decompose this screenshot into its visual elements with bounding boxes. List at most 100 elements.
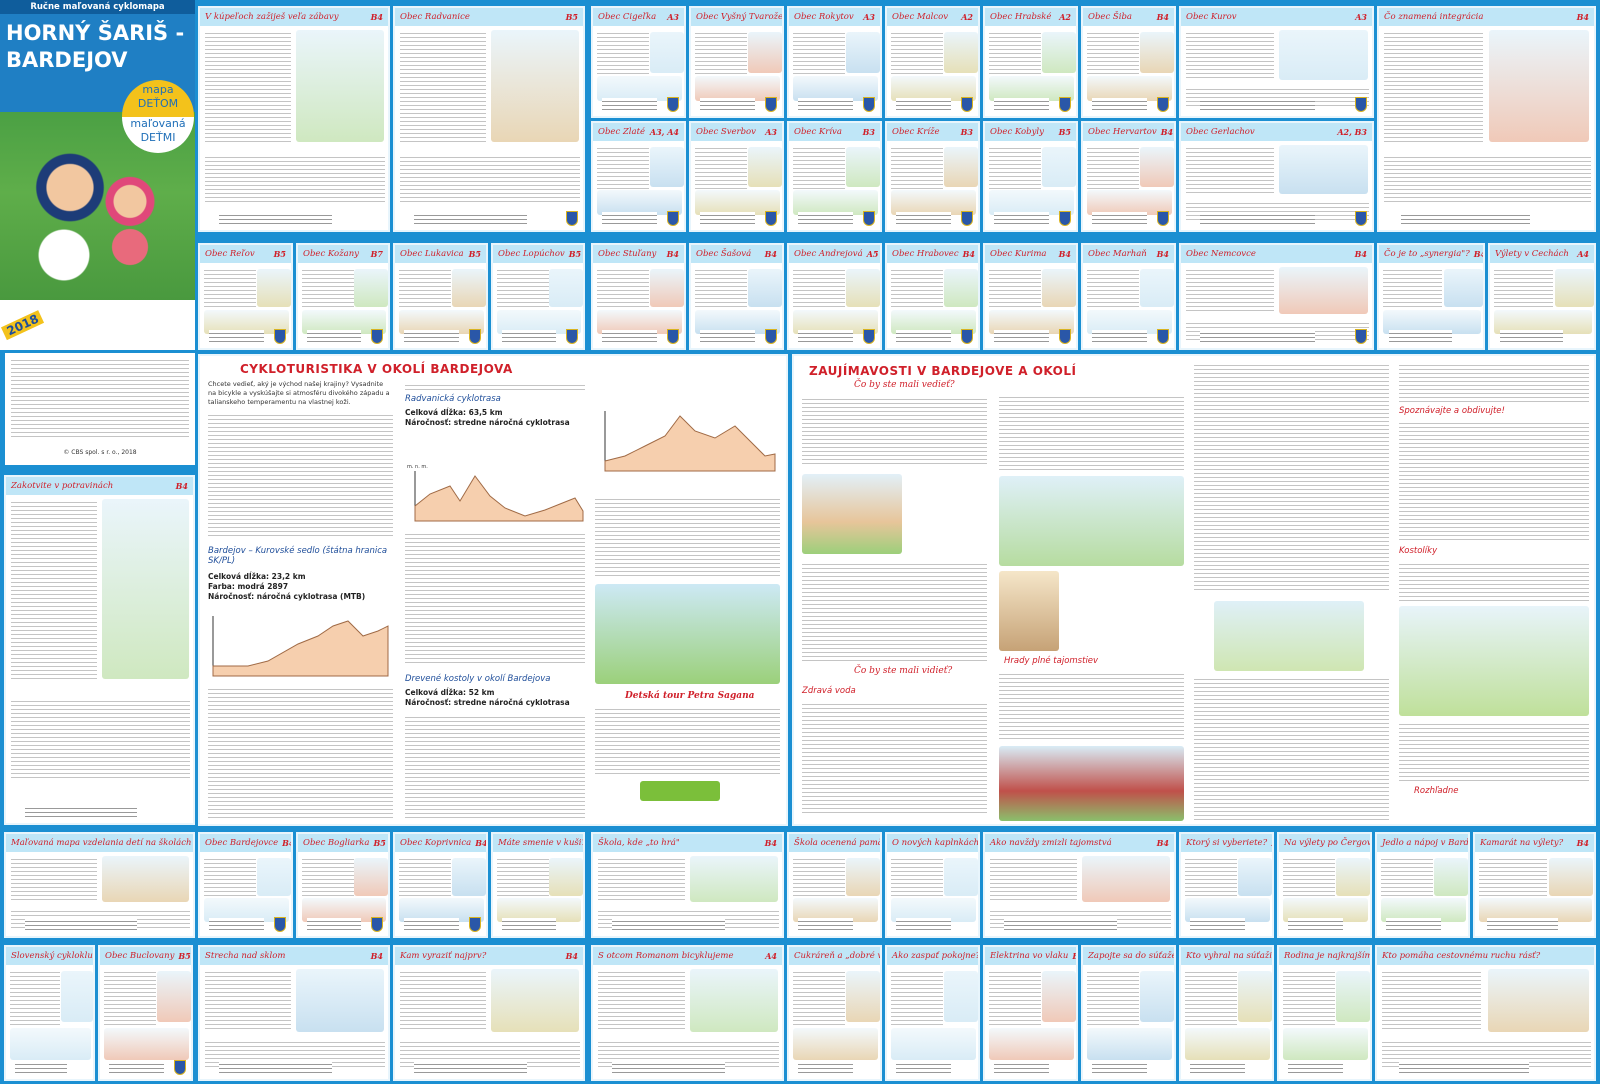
route1-length: Celková dĺžka: 63,5 km bbox=[405, 408, 503, 417]
coat-of-arms-icon bbox=[469, 329, 481, 344]
panel-body bbox=[1279, 965, 1370, 1079]
coat-of-arms-icon bbox=[961, 211, 973, 226]
panel-illustration bbox=[944, 971, 978, 1023]
panel-body bbox=[985, 965, 1076, 1079]
map-panel: Obec Andrejová A5 bbox=[787, 243, 882, 350]
cycling-illustration bbox=[595, 584, 780, 684]
panel-body bbox=[395, 26, 583, 230]
panel-illustration bbox=[1042, 971, 1076, 1023]
coat-of-arms-icon bbox=[667, 211, 679, 226]
panel-illustration bbox=[1494, 309, 1592, 334]
panel-contact bbox=[994, 98, 1049, 112]
panel-title: Obec Stuľany bbox=[598, 249, 657, 259]
map-panel: Výlety v Cechách A4 bbox=[1488, 243, 1596, 350]
panel-text bbox=[400, 30, 487, 143]
panel-illustration bbox=[1140, 971, 1174, 1023]
map-panel: Obec Nemcovce B4 bbox=[1179, 243, 1374, 350]
panel-title-bar: Kamarát na výlety? B4 bbox=[1475, 834, 1594, 852]
sights-see-heading: Čo by ste mali vidieť? bbox=[854, 666, 953, 676]
panel-title-bar: Slovenský cykloklub bbox=[6, 947, 93, 965]
panel-grid-ref: B4 bbox=[370, 12, 383, 22]
panel-title-bar: Obec KoprivnicaB4 bbox=[395, 834, 486, 852]
panel-title-bar: Obec Rokytov A3 bbox=[789, 8, 880, 26]
panel-text bbox=[205, 969, 292, 1032]
panel-title: Zakotvite v potravinách bbox=[11, 481, 114, 491]
panel-illustration bbox=[793, 898, 878, 922]
panel-body bbox=[1379, 26, 1594, 230]
panel-body bbox=[593, 965, 782, 1079]
panel-title-bar: Elektrina vo vlakuB4 bbox=[985, 947, 1076, 965]
sights-churches-heading: Kostolíky bbox=[1399, 546, 1438, 556]
panel-title-bar: Obec Andrejová A5 bbox=[789, 245, 880, 263]
panel-body bbox=[1475, 852, 1594, 936]
sights-discover-heading: Spoznávajte a obdivujte! bbox=[1399, 406, 1505, 416]
panel-text bbox=[989, 30, 1042, 75]
panel-body bbox=[1083, 263, 1174, 348]
panel-text bbox=[10, 969, 61, 1026]
panel-illustration bbox=[689, 969, 779, 1032]
panel-contact bbox=[602, 212, 657, 226]
coat-of-arms-icon bbox=[274, 329, 286, 344]
panel-text bbox=[891, 267, 944, 310]
route3-name: Drevené kostoly v okolí Bardejova bbox=[405, 674, 551, 684]
panel-contact bbox=[1386, 918, 1441, 932]
route1-difficulty: Náročnosť: stredne náročná cyklotrasa bbox=[405, 418, 570, 427]
panel-grid-ref: B4 bbox=[1354, 249, 1367, 259]
panel-title-bar: Obec Šiba B4 bbox=[1083, 8, 1174, 26]
route2-difficulty: Náročnosť: náročná cyklotrasa (MTB) bbox=[208, 592, 366, 601]
panel-title-bar: Kam vyraziť najprv? B4 bbox=[395, 947, 583, 965]
panel-body bbox=[1181, 965, 1272, 1079]
panel-text bbox=[1087, 145, 1140, 190]
panel-illustration bbox=[846, 147, 880, 188]
map-panel: Jedlo a nápoj v BardejoveB4 bbox=[1375, 832, 1470, 938]
panel-title-bar: Obec Malcov A2 bbox=[887, 8, 978, 26]
panel-title-bar: V kúpeľoch zažiješ veľa zábavy B4 bbox=[200, 8, 388, 26]
panel-contact bbox=[896, 330, 951, 344]
coat-of-arms-icon bbox=[1059, 329, 1071, 344]
panel-text bbox=[302, 267, 354, 310]
panel-title: O nových kaplnkách bbox=[892, 838, 978, 848]
panel-body bbox=[691, 141, 782, 230]
panel-text bbox=[1494, 267, 1554, 310]
panel-illustration bbox=[1278, 267, 1369, 314]
panel-title-bar: Výlety v Cechách A4 bbox=[1490, 245, 1594, 263]
panel-title: Obec Kríva bbox=[794, 127, 842, 137]
panel-title-bar: Obec Marhaň B4 bbox=[1083, 245, 1174, 263]
panel-body bbox=[1181, 141, 1372, 230]
panel-body bbox=[493, 852, 583, 936]
panel-body bbox=[1181, 852, 1272, 936]
panel-grid-ref: A3 bbox=[765, 127, 777, 137]
panel-contact bbox=[1190, 918, 1245, 932]
panel-title: Obec Lopúchov bbox=[498, 249, 565, 259]
panel-title: Obec Kurima bbox=[990, 249, 1047, 259]
panel-contact bbox=[1200, 330, 1315, 344]
route2-name: Bardejov – Kurovské sedlo (štátna hranic… bbox=[208, 546, 388, 566]
map-panel: Obec Reľov B5 bbox=[198, 243, 293, 350]
panel-text bbox=[399, 856, 452, 898]
panel-text bbox=[400, 154, 580, 206]
panel-text bbox=[990, 856, 1077, 903]
route3-difficulty: Náročnosť: stredne náročná cyklotrasa bbox=[405, 698, 570, 707]
panel-title-bar: Obec Kobyly B5 bbox=[985, 123, 1076, 141]
panel-title: Obec Hrabské bbox=[990, 12, 1052, 22]
panel-grid-ref: B5 bbox=[373, 838, 386, 848]
panel-illustration bbox=[944, 269, 978, 308]
panel-grid-ref: A5 bbox=[866, 249, 879, 259]
panel-title: Ako navždy zmizli tajomstvá bbox=[990, 838, 1112, 848]
panel-text bbox=[891, 856, 944, 898]
panel-title: Obec Kožany bbox=[303, 249, 359, 259]
panel-grid-ref: B4 bbox=[370, 951, 383, 961]
panel-title-bar: Zakotvite v potravinách B4 bbox=[6, 477, 193, 495]
panel-title-bar: Kto pomáha cestovnému ruchu rásť? bbox=[1377, 947, 1594, 965]
panel-body bbox=[1279, 852, 1370, 936]
panel-illustration bbox=[1140, 147, 1174, 188]
panel-body bbox=[887, 852, 978, 936]
panel-title: Ako zaspať pokojne? bbox=[892, 951, 978, 961]
panel-illustration bbox=[1283, 1027, 1368, 1060]
panel-illustration bbox=[257, 858, 291, 896]
panel-title: Výlety v Cechách bbox=[1495, 249, 1569, 259]
panel-title-bar: Obec Vyšný TvarožecA3 bbox=[691, 8, 782, 26]
panel-grid-ref: B4 bbox=[666, 249, 679, 259]
cycling-text-col2 bbox=[405, 382, 585, 390]
child-cyclist-illustration bbox=[95, 175, 165, 295]
